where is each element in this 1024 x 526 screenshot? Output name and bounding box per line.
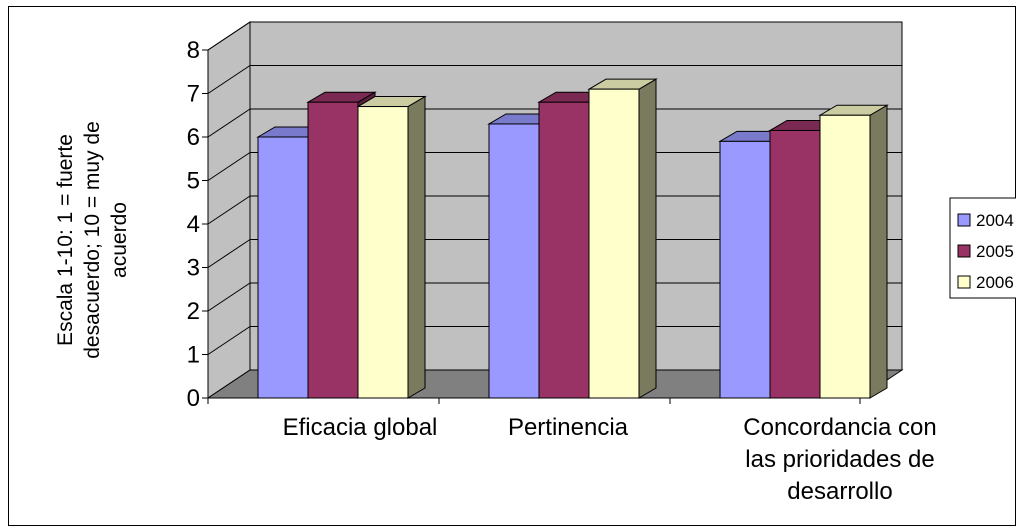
bar-side bbox=[407, 95, 426, 399]
gridline-diagonal bbox=[207, 108, 251, 138]
legend-label: 2006 bbox=[976, 273, 1014, 292]
legend-swatch bbox=[957, 275, 971, 289]
bar-front bbox=[819, 114, 871, 399]
bar-front bbox=[307, 101, 359, 399]
legend-label: 2004 bbox=[976, 211, 1014, 230]
bar-front bbox=[769, 129, 821, 399]
gridline-diagonal bbox=[207, 21, 251, 51]
y-tick-label: 4 bbox=[187, 211, 200, 238]
bar-front bbox=[257, 136, 309, 399]
gridline-diagonal bbox=[207, 282, 251, 312]
y-tick-label: 1 bbox=[187, 342, 200, 369]
bar-front bbox=[357, 106, 409, 399]
bar-front bbox=[588, 88, 640, 399]
bar-front bbox=[719, 140, 771, 399]
x-category-label: Concordancia con las prioridades de desarr… bbox=[743, 414, 936, 505]
x-category-label: Pertinencia bbox=[508, 414, 629, 441]
y-tick-label: 0 bbox=[187, 385, 200, 412]
y-axis: 0 1 2 3 4 5 6 7 8 bbox=[187, 37, 209, 412]
y-tick-label: 5 bbox=[187, 168, 200, 195]
gridline-diagonal bbox=[207, 326, 251, 355]
y-tick-label: 6 bbox=[187, 124, 200, 151]
legend-swatch bbox=[957, 244, 971, 258]
x-axis: Eficacia global Pertinencia Concordancia c… bbox=[207, 397, 937, 505]
gridline-diagonal bbox=[207, 65, 251, 94]
y-tick-label: 2 bbox=[187, 298, 200, 325]
bars bbox=[256, 78, 889, 399]
y-axis-title: Escala 1-10: 1 = fuerte desacuerdo; 10 = … bbox=[54, 121, 131, 359]
bar-front bbox=[538, 101, 590, 399]
bar-side bbox=[869, 104, 888, 399]
gridline-diagonal bbox=[207, 195, 251, 225]
y-tick-label: 3 bbox=[187, 255, 200, 282]
y-tick-label: 7 bbox=[187, 81, 200, 108]
legend-swatch bbox=[957, 213, 971, 227]
gridline-diagonal bbox=[207, 239, 251, 268]
bar bbox=[818, 104, 889, 399]
x-category-label: Eficacia global bbox=[283, 414, 438, 441]
bar-chart: 0 1 2 3 4 5 6 7 8 Eficacia global Pertinencia Conc… bbox=[54, 21, 1016, 505]
bar bbox=[356, 95, 427, 399]
bar-side bbox=[638, 78, 657, 399]
y-axis-label: Escala 1-10: 1 = fuerte desacuerdo; 10 = … bbox=[54, 121, 131, 359]
bar bbox=[587, 78, 658, 399]
gridline-diagonal bbox=[207, 152, 251, 181]
legend: 2004 2005 2006 bbox=[949, 197, 1016, 299]
legend-label: 2005 bbox=[976, 242, 1014, 261]
y-tick-label: 8 bbox=[187, 37, 200, 64]
bar-front bbox=[488, 123, 540, 399]
